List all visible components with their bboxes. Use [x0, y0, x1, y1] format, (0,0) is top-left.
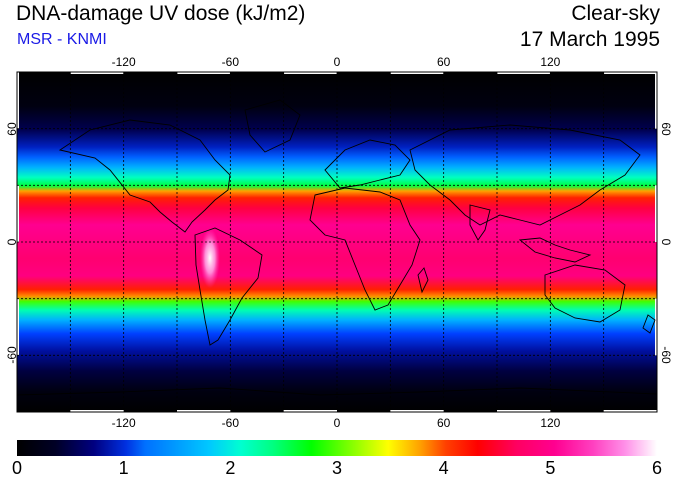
greenland-coast	[244, 99, 301, 153]
longitude-tick-label: -60	[221, 55, 239, 69]
colorbar-tick-label: 2	[225, 458, 236, 478]
australia-coast	[544, 264, 626, 323]
africa-coast	[309, 187, 421, 311]
longitude-tick-label: 60	[436, 55, 451, 69]
latitude-tick-label: 0	[5, 238, 19, 246]
latitude-tick-label: 60	[5, 121, 19, 136]
europe-coast	[324, 139, 411, 189]
graticule	[17, 72, 657, 412]
longitude-tick-label: 120	[540, 55, 561, 69]
colorbar-tick-label: 5	[545, 458, 556, 478]
coastlines	[16, 99, 658, 396]
antarctica-coast	[16, 387, 658, 396]
latitude-tick-label: 60	[659, 121, 673, 136]
colorbar-tick-label: 6	[651, 458, 662, 478]
longitude-tick-label: 120	[540, 416, 561, 430]
north-america-coast	[58, 119, 231, 233]
map-frame	[16, 71, 658, 413]
india-coast	[469, 204, 491, 241]
longitude-tick-label: 0	[333, 416, 341, 430]
andes-high-uv	[200, 228, 220, 288]
latitude-tick-label: 0	[659, 238, 673, 246]
map-title: DNA-damage UV dose (kJ/m2)	[16, 2, 306, 25]
asia-coast	[409, 124, 641, 226]
longitude-tick-label: -60	[221, 416, 239, 430]
colorbar-tick-label: 1	[118, 458, 129, 478]
date-label: 17 March 1995	[519, 28, 660, 51]
colorbar-tick-label: 3	[331, 458, 342, 478]
indonesia-coast	[518, 237, 592, 263]
longitude-tick-label: -120	[111, 416, 136, 430]
colorbar-tick-label: 0	[11, 458, 22, 478]
latitude-tick-label: -60	[659, 346, 673, 364]
colorbar-tick-label: 4	[438, 458, 449, 478]
new-zealand-coast	[642, 314, 656, 334]
colorbar	[17, 440, 657, 456]
longitude-tick-label: -120	[111, 55, 136, 69]
sky-condition-label: Clear-sky	[571, 2, 660, 25]
longitude-tick-label: 0	[333, 55, 341, 69]
latitude-tick-label: -60	[5, 346, 19, 364]
data-source-label: MSR - KNMI	[17, 31, 107, 48]
longitude-tick-label: 60	[436, 416, 451, 430]
madagascar-coast	[417, 267, 429, 294]
south-america-coast	[194, 227, 263, 346]
